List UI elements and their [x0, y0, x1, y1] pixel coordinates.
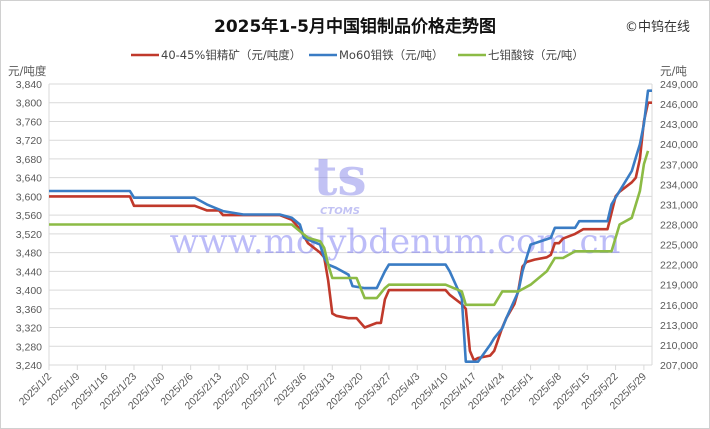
left-tick-label: 3,480: [16, 248, 42, 260]
right-tick-label: 213,000: [660, 320, 698, 332]
legend-label: Mo60钼铁（元/吨）: [339, 48, 443, 62]
left-tick-label: 3,800: [16, 98, 42, 110]
right-tick-label: 237,000: [660, 159, 698, 171]
watermark-text: www.molybdenum.com.cn: [170, 222, 621, 262]
left-tick-label: 3,600: [16, 191, 42, 203]
right-tick-label: 249,000: [660, 79, 698, 91]
right-tick-label: 240,000: [660, 139, 698, 151]
left-tick-label: 3,280: [16, 341, 42, 353]
right-axis-unit: 元/吨: [660, 64, 687, 78]
left-tick-label: 3,240: [16, 360, 42, 372]
legend-label: 40-45%钼精矿（元/吨度）: [161, 48, 301, 62]
left-tick-label: 3,440: [16, 266, 42, 278]
left-tick-label: 3,720: [16, 135, 42, 147]
left-tick-label: 3,640: [16, 173, 42, 185]
right-tick-label: 216,000: [660, 300, 698, 312]
left-axis-unit: 元/吨度: [8, 64, 47, 78]
series-line-0: [49, 101, 652, 362]
left-tick-label: 3,320: [16, 323, 42, 335]
left-tick-label: 3,680: [16, 154, 42, 166]
right-tick-label: 219,000: [660, 280, 698, 292]
right-tick-label: 243,000: [660, 119, 698, 131]
left-tick-label: 3,400: [16, 285, 42, 297]
left-tick-label: 3,840: [16, 79, 42, 91]
left-tick-label: 3,520: [16, 229, 42, 241]
watermark-logo-icon: ts: [313, 147, 366, 208]
copyright-label: ©中钨在线: [625, 19, 690, 35]
legend: 40-45%钼精矿（元/吨度） Mo60钼铁（元/吨） 七钼酸铵（元/吨）: [131, 48, 584, 62]
left-tick-label: 3,760: [16, 116, 42, 128]
series-lines: [49, 89, 652, 364]
right-tick-label: 207,000: [660, 360, 698, 372]
right-tick-label: 234,000: [660, 179, 698, 191]
right-tick-label: 222,000: [660, 260, 698, 272]
left-tick-label: 3,360: [16, 304, 42, 316]
series-line-2: [49, 150, 650, 307]
right-tick-label: 225,000: [660, 240, 698, 252]
series-line-1: [49, 89, 652, 364]
watermark: ts CTOMS www.molybdenum.com.cn: [170, 147, 621, 262]
right-tick-label: 246,000: [660, 99, 698, 111]
left-tick-label: 3,560: [16, 210, 42, 222]
right-tick-label: 231,000: [660, 199, 698, 211]
right-tick-label: 228,000: [660, 220, 698, 232]
right-tick-label: 210,000: [660, 340, 698, 352]
watermark-logo-text: CTOMS: [320, 206, 360, 217]
chart-title: 2025年1-5月中国钼制品价格走势图: [214, 16, 496, 37]
legend-label: 七钼酸铵（元/吨）: [488, 48, 584, 62]
